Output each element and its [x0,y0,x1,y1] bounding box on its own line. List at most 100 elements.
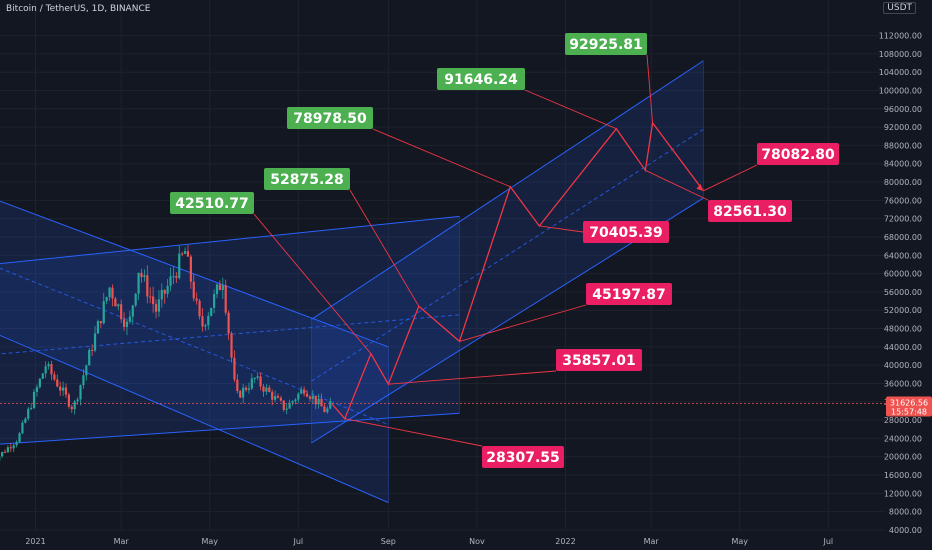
x-tick-label: 2022 [555,537,575,546]
x-tick-label: Sep [381,537,396,546]
candle-body [230,333,233,358]
y-axis[interactable]: 112000.00 108000.00 104000.00 100000.00 9600… [879,0,932,550]
candle-body [163,289,166,294]
candle-body [128,316,131,322]
candle-body [35,387,39,392]
price-label-box [757,143,839,165]
y-tick-label: 64000.00 [884,251,922,260]
channel-top-rising-wide [0,215,460,265]
y-tick-label: 112000.00 [879,32,922,41]
candle-body [244,387,248,390]
x-tick-label: Nov [469,537,485,546]
candle-body [149,296,152,298]
candle-body [320,398,323,407]
x-tick-label: May [731,537,748,546]
y-tick-label: 108000.00 [879,50,922,59]
candle-body [224,285,227,313]
y-tick-label: 20000.00 [884,453,922,462]
channel-bottom-descending [0,334,389,503]
channel-top-ascending [311,60,704,320]
channel-top-descending [0,200,389,348]
candle-body [114,298,117,307]
label-leader-line [524,89,617,130]
last-price-value: 31626.56 [890,399,928,408]
candle-body [82,375,85,386]
candle-body [294,399,297,402]
candle-body [317,398,320,405]
candle-body [3,451,7,453]
candle-body [273,396,277,400]
candle-body [326,408,329,413]
candle-body [212,294,216,308]
price-label-box [287,107,373,129]
candle-body [88,349,91,366]
candle-body [291,401,294,403]
candle-body [297,393,300,400]
candle-body [152,296,155,305]
candle-body [67,394,70,407]
support-price-label: 45197.87 [592,287,666,303]
price-label-box [170,192,254,214]
candle-body [201,316,204,327]
y-tick-label: 12000.00 [884,489,922,498]
candle-body [227,312,230,334]
candle-body [329,401,332,409]
candle-body [15,442,18,446]
symbol-title[interactable]: Bitcoin / TetherUS, 1D, BINANCE [6,4,151,14]
y-tick-label: 36000.00 [884,379,922,388]
x-tick-label: Mar [114,537,130,546]
y-tick-label: 60000.00 [884,270,922,279]
candle-body [140,272,143,278]
candle-body [282,400,285,410]
price-label-box [708,200,792,222]
candle-body [50,364,53,375]
support-price-label: 78082.80 [761,147,835,163]
candle-body [169,276,172,286]
candle-body [233,357,236,380]
x-tick-label: 2021 [25,537,45,546]
channel-mid-descending [0,267,389,426]
candle-body [300,389,303,394]
candle-body [172,276,175,278]
candle-body [160,289,163,300]
candle-body [59,386,62,391]
channel-mid-rising-wide [0,314,460,355]
y-tick-label: 84000.00 [884,160,922,169]
candle-body [305,393,309,397]
support-price-label: 82561.30 [713,204,787,220]
y-tick-label: 88000.00 [884,141,922,150]
candle-body [56,379,59,387]
candle-body [1,451,4,457]
candle-body [186,251,190,257]
label-leader-line [646,54,654,123]
last-price-tag: 31626.56 15:57:48 [0,396,932,417]
candle-body [314,395,317,405]
price-label-box [264,168,350,190]
currency-badge[interactable]: USDT [883,2,916,14]
y-tick-label: 28000.00 [884,416,922,425]
candle-body [32,391,36,408]
x-axis[interactable]: 2021 Mar May Jul Sep Nov 2022 Mar May Jul [0,536,932,550]
target-price-label: 92925.81 [569,37,643,53]
price-label-box [437,68,525,90]
y-tick-label: 68000.00 [884,233,922,242]
y-tick-label: 96000.00 [884,105,922,114]
y-tick-label: 76000.00 [884,196,922,205]
candle-body [323,406,326,413]
candle-body [105,297,108,302]
candle-body [181,253,184,255]
candle-body [183,251,187,254]
x-tick-label: Jul [822,537,833,546]
label-leader-line [459,304,587,342]
candle-body [91,349,94,351]
y-tick-label: 8000.00 [889,508,922,517]
candle-body [53,374,56,380]
candle-body [30,407,33,409]
channels [0,60,704,503]
candle-body [9,447,12,449]
candle-body [236,379,239,392]
x-axis-panel [0,536,932,550]
candle-body [210,307,213,316]
y-tick-label: 24000.00 [884,434,922,443]
